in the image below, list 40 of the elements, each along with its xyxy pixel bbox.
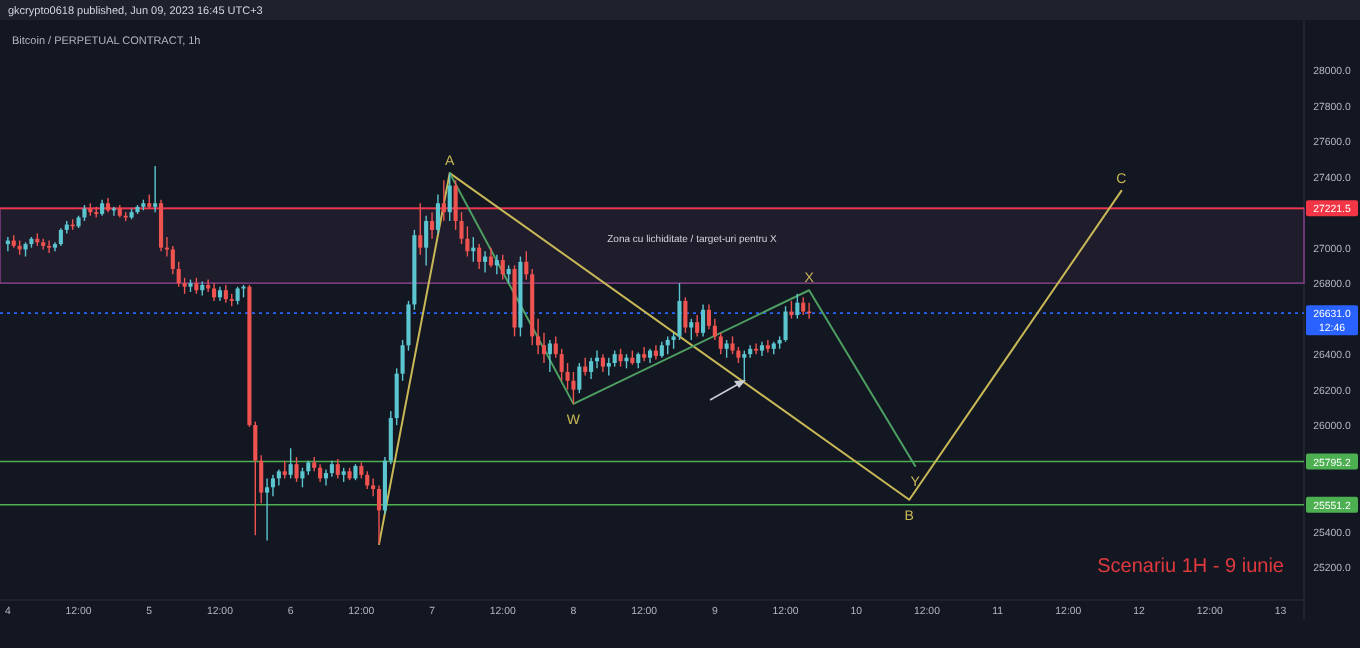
candlestick <box>288 447 293 480</box>
candlestick <box>795 293 800 320</box>
candlestick <box>683 296 688 334</box>
candlestick <box>653 344 658 361</box>
candlestick <box>323 468 329 487</box>
candlestick <box>441 179 446 222</box>
candlestick <box>500 254 505 281</box>
annotation: Scenariu 1H - 9 iunie <box>1097 556 1285 578</box>
candlestick <box>424 215 429 267</box>
candlestick <box>547 339 552 373</box>
candlestick <box>158 199 164 252</box>
candlestick <box>429 211 435 240</box>
candlestick <box>376 484 382 545</box>
candlestick <box>642 346 647 362</box>
candlestick <box>742 349 747 382</box>
candlestick <box>577 362 582 394</box>
candlestick <box>335 458 340 480</box>
candlestick <box>294 456 299 483</box>
candlestick <box>435 193 440 235</box>
candlestick <box>483 250 488 274</box>
candlestick <box>153 165 158 213</box>
candlestick <box>477 243 482 270</box>
candlestick <box>265 477 270 542</box>
candlestick <box>689 317 694 341</box>
candlestick <box>677 282 682 341</box>
line-series <box>378 172 1123 546</box>
candlestick <box>418 202 423 256</box>
candlestick <box>559 348 564 382</box>
candlestick <box>494 254 499 275</box>
candlestick <box>47 239 52 254</box>
candlestick <box>754 342 759 355</box>
candlestick <box>765 339 770 354</box>
candlestick <box>695 314 700 338</box>
candlestick <box>447 172 452 222</box>
candlestick <box>571 371 576 405</box>
candlestick <box>589 357 594 380</box>
line-series <box>448 172 917 467</box>
candlestick <box>783 305 788 343</box>
candlestick <box>701 303 706 338</box>
candlestick <box>300 467 305 488</box>
